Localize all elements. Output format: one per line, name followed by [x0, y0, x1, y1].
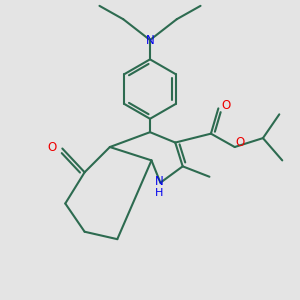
Text: H: H [155, 188, 163, 198]
Text: O: O [221, 99, 230, 112]
Text: N: N [146, 34, 154, 46]
Text: N: N [154, 175, 163, 188]
Text: O: O [236, 136, 245, 149]
Text: O: O [47, 140, 56, 154]
